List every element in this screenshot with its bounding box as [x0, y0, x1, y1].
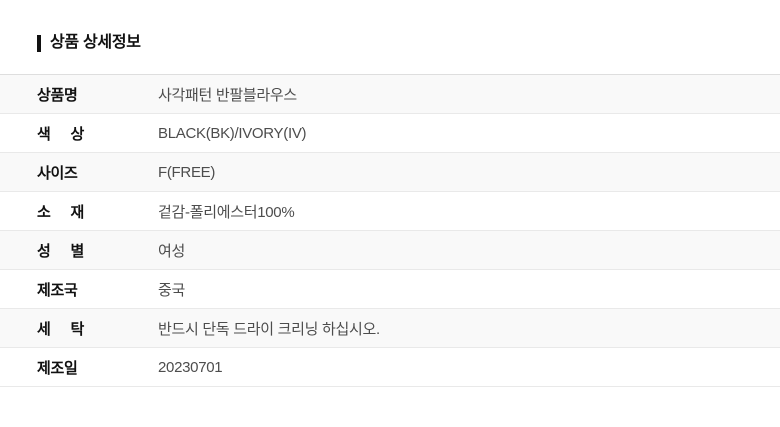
section-header: 상품 상세정보: [0, 0, 780, 53]
table-row-gender: 성 별 여성: [0, 231, 780, 270]
row-label: 세 탁: [37, 320, 84, 338]
row-label: 소 재: [37, 203, 84, 221]
row-label: 상품명: [37, 86, 78, 104]
row-label: 색 상: [37, 125, 84, 143]
row-value: 20230701: [158, 358, 223, 376]
table-row-material: 소 재 겉감-폴리에스터100%: [0, 192, 780, 231]
row-value: 반드시 단독 드라이 크리닝 하십시오.: [158, 320, 380, 338]
row-value: 사각패턴 반팔블라우스: [158, 86, 297, 104]
table-row-size: 사이즈 F(FREE): [0, 153, 780, 192]
table-row-washing: 세 탁 반드시 단독 드라이 크리닝 하십시오.: [0, 309, 780, 348]
table-row-color: 색 상 BLACK(BK)/IVORY(IV): [0, 114, 780, 153]
row-label: 성 별: [37, 242, 84, 260]
product-detail-table: 상품명 사각패턴 반팔블라우스 색 상 BLACK(BK)/IVORY(IV) …: [0, 74, 780, 387]
row-label: 사이즈: [37, 164, 78, 182]
row-label: 제조국: [37, 281, 78, 299]
row-label: 제조일: [37, 359, 78, 377]
row-value: 겉감-폴리에스터100%: [158, 203, 295, 221]
section-title: 상품 상세정보: [50, 34, 141, 51]
title-accent-bar: [37, 34, 41, 52]
row-value: BLACK(BK)/IVORY(IV): [158, 124, 307, 142]
row-value: F(FREE): [158, 163, 216, 181]
row-value: 중국: [158, 281, 186, 299]
row-value: 여성: [158, 242, 186, 260]
table-row-manufacture-date: 제조일 20230701: [0, 348, 780, 387]
table-row-product-name: 상품명 사각패턴 반팔블라우스: [0, 75, 780, 114]
table-row-origin-country: 제조국 중국: [0, 270, 780, 309]
